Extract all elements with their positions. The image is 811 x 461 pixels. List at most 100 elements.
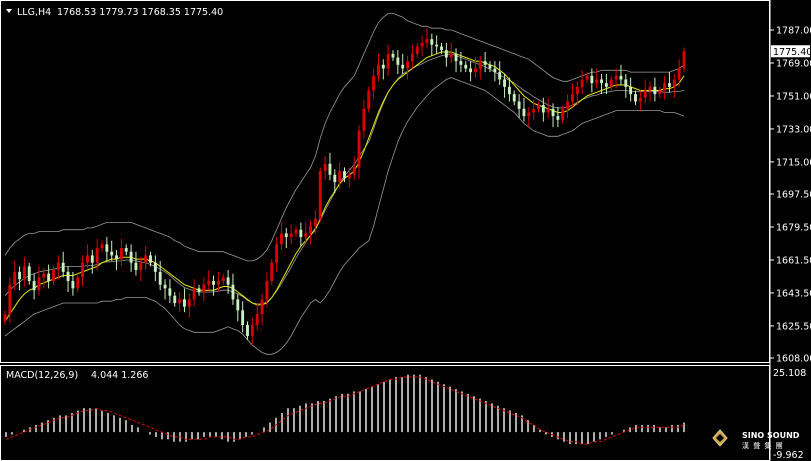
candle bbox=[197, 284, 201, 296]
candle bbox=[440, 42, 443, 54]
candle bbox=[634, 90, 637, 106]
candle bbox=[13, 260, 17, 291]
candle bbox=[619, 64, 623, 85]
last-price-tag: 1775.40 bbox=[771, 45, 811, 58]
candle bbox=[556, 106, 560, 128]
candle bbox=[275, 237, 279, 272]
candle bbox=[250, 317, 254, 346]
macd-tick-label: 25.108 bbox=[773, 368, 806, 379]
candle bbox=[551, 103, 555, 128]
candle bbox=[507, 77, 511, 102]
candle bbox=[357, 125, 361, 179]
candle bbox=[546, 97, 550, 118]
candle bbox=[604, 73, 608, 95]
candle bbox=[76, 273, 80, 293]
candle bbox=[503, 73, 506, 98]
candle bbox=[381, 59, 385, 80]
price-tick-label: 1733.00 bbox=[776, 124, 811, 135]
candles bbox=[3, 28, 686, 346]
candle bbox=[391, 50, 395, 62]
candle bbox=[173, 292, 177, 307]
candle bbox=[590, 68, 594, 93]
candle bbox=[158, 260, 162, 291]
candle bbox=[372, 68, 376, 100]
candle bbox=[163, 279, 167, 300]
sino-sound-logo: SINO SOUND 漢 聲 集 團 bbox=[712, 429, 800, 450]
candle bbox=[493, 61, 497, 82]
price-tick-label: 1751.00 bbox=[776, 91, 811, 102]
candle bbox=[367, 86, 371, 113]
candle bbox=[212, 275, 215, 296]
candle bbox=[561, 105, 565, 124]
candle bbox=[386, 44, 390, 76]
candle bbox=[231, 273, 235, 305]
candle bbox=[37, 266, 41, 296]
candle bbox=[629, 77, 633, 102]
candle bbox=[260, 293, 264, 326]
candle bbox=[3, 310, 7, 326]
candle bbox=[95, 238, 99, 271]
candle bbox=[575, 81, 579, 106]
candle bbox=[284, 227, 288, 249]
candle bbox=[100, 240, 104, 252]
candle bbox=[328, 152, 332, 181]
bollinger-upper bbox=[4, 13, 685, 262]
price-tick-label: 1643.50 bbox=[776, 288, 811, 299]
candle bbox=[420, 35, 424, 56]
candle bbox=[221, 273, 225, 285]
candle bbox=[401, 53, 405, 74]
candle bbox=[333, 169, 337, 194]
dropdown-triangle-icon[interactable] bbox=[6, 9, 12, 13]
candle bbox=[600, 73, 603, 95]
price-tick-label: 1625.50 bbox=[776, 321, 811, 332]
candle bbox=[425, 28, 429, 49]
candle bbox=[410, 44, 414, 69]
candle bbox=[8, 277, 12, 324]
candle bbox=[289, 224, 293, 245]
candle bbox=[498, 61, 502, 85]
macd-signal-line bbox=[5, 376, 685, 445]
macd-axis: 25.108 -9.962 bbox=[773, 368, 806, 461]
price-tick-label: 1787.00 bbox=[776, 26, 811, 37]
candle bbox=[585, 72, 589, 84]
candle bbox=[444, 42, 448, 67]
candle bbox=[90, 249, 94, 274]
candle bbox=[144, 246, 148, 271]
candle bbox=[454, 48, 458, 73]
candle bbox=[682, 47, 686, 73]
candle bbox=[299, 222, 303, 247]
candle bbox=[469, 61, 473, 82]
candle bbox=[241, 301, 245, 333]
candle bbox=[202, 277, 206, 302]
candle bbox=[571, 83, 574, 107]
candle bbox=[139, 257, 143, 282]
candle bbox=[512, 90, 516, 106]
candle bbox=[352, 156, 356, 181]
candle bbox=[648, 81, 652, 102]
price-tick-label: 1608.00 bbox=[776, 354, 811, 365]
price-tick-label: 1697.50 bbox=[776, 190, 811, 201]
candle bbox=[624, 73, 628, 98]
candle bbox=[396, 50, 400, 74]
candle bbox=[595, 68, 599, 89]
candle bbox=[309, 220, 312, 245]
candle bbox=[435, 35, 439, 54]
candle bbox=[52, 266, 55, 285]
candle bbox=[246, 321, 249, 340]
candle bbox=[294, 226, 298, 238]
candle bbox=[459, 51, 463, 73]
candle bbox=[668, 72, 671, 93]
candle bbox=[347, 167, 351, 188]
candle bbox=[207, 270, 211, 291]
candle bbox=[537, 101, 540, 113]
candle bbox=[522, 97, 526, 122]
candle bbox=[270, 259, 274, 285]
candle bbox=[377, 53, 380, 82]
candle bbox=[47, 264, 51, 289]
candle bbox=[483, 51, 487, 73]
candle bbox=[318, 167, 322, 223]
bollinger-lower bbox=[4, 77, 685, 355]
last-price-value: 1775.40 bbox=[773, 47, 811, 58]
